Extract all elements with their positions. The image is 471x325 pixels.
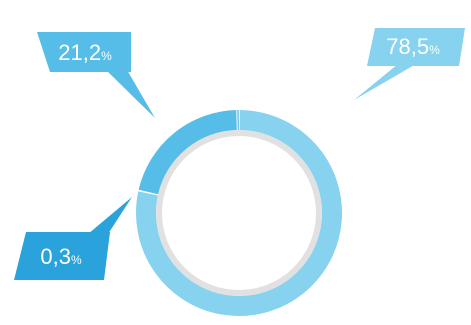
data-label: 78,5% [386,34,440,59]
data-label-value: 78,5 [386,34,429,59]
callouts: 78,5%21,2%0,3% [14,28,465,280]
callout-box [14,232,110,280]
data-label-unit: % [71,253,82,267]
data-label-value: 0,3 [40,244,71,269]
data-label: 0,3% [40,244,82,269]
callout-2: 0,3% [14,197,132,280]
data-label-unit: % [429,43,440,57]
callout-pointer [354,64,416,100]
callout-1: 21,2% [37,32,155,118]
inner-ring [156,130,322,296]
donut-slices [136,110,342,316]
data-label-value: 21,2 [58,40,101,65]
callout-pointer [106,70,155,118]
callout-box [367,28,465,66]
data-label: 21,2% [58,40,112,65]
donut-slice-0 [136,110,342,316]
callout-0: 78,5% [354,28,465,100]
callout-box [37,32,131,72]
data-label-unit: % [101,49,112,63]
callout-pointer [88,197,132,234]
donut-slice-1 [138,110,238,195]
